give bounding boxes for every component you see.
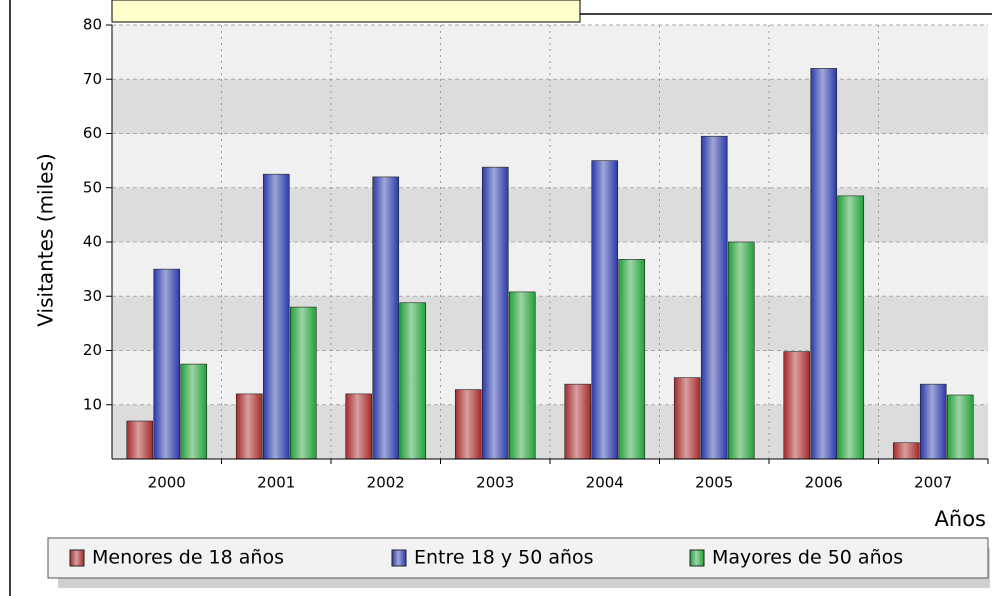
bar [837, 195, 865, 460]
plot-band [112, 79, 988, 134]
bar [454, 389, 482, 460]
x-tick-label: 2004 [586, 474, 624, 492]
y-tick-label: 10 [83, 395, 102, 413]
plot-band [112, 133, 988, 188]
title-box [111, 0, 581, 23]
bar [564, 383, 592, 460]
bar [892, 442, 920, 460]
x-tick-label: 2007 [914, 474, 952, 492]
bar [153, 268, 181, 460]
legend-label: Entre 18 y 50 años [414, 547, 594, 569]
bar [372, 176, 400, 460]
bar [235, 393, 263, 460]
bar [727, 241, 755, 460]
legend-label: Mayores de 50 años [712, 547, 903, 569]
legend-box [47, 537, 989, 579]
bar [262, 173, 290, 460]
x-axis-label: Años [935, 507, 986, 531]
x-tick-label: 2005 [695, 474, 733, 492]
y-tick-label: 50 [83, 178, 102, 196]
y-axis-label: Visitantes (miles) [34, 153, 58, 326]
bar [180, 363, 208, 460]
y-tick-label: 70 [83, 70, 102, 88]
x-tick-label: 2000 [148, 474, 186, 492]
legend-swatch [391, 549, 407, 567]
y-tick-label: 40 [83, 233, 102, 251]
y-tick-label: 30 [83, 287, 102, 305]
bar [399, 302, 427, 460]
bar [126, 420, 154, 460]
y-tick-label: 80 [83, 16, 102, 34]
y-tick-label: 20 [83, 341, 102, 359]
bar [345, 393, 373, 460]
y-tick-label: 60 [83, 124, 102, 142]
x-tick-label: 2003 [476, 474, 514, 492]
bar [673, 377, 701, 460]
bar [591, 160, 619, 460]
bar [919, 383, 947, 460]
x-tick-label: 2006 [805, 474, 843, 492]
bar [289, 306, 317, 460]
bar [618, 259, 646, 460]
legend-swatch [69, 549, 85, 567]
bar [783, 351, 811, 460]
plot-band [112, 25, 988, 80]
bar [481, 166, 509, 460]
bar [508, 291, 536, 460]
bar [700, 135, 728, 460]
legend-label: Menores de 18 años [92, 547, 284, 569]
legend-swatch [689, 549, 705, 567]
bar [946, 394, 974, 460]
x-tick-label: 2002 [367, 474, 405, 492]
bar [810, 68, 838, 460]
x-tick-label: 2001 [257, 474, 295, 492]
